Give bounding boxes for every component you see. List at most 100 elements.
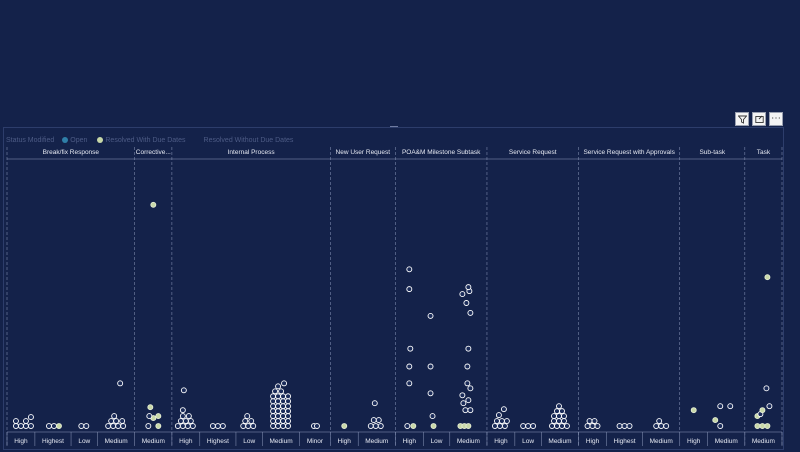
data-point-open xyxy=(559,408,565,415)
data-point-open xyxy=(561,418,567,425)
data-point-open xyxy=(465,397,472,404)
legend-label-resolved-without-due-dates: Resolved Without Due Dates xyxy=(203,136,294,144)
data-point-resolved xyxy=(712,417,719,424)
data-point-open xyxy=(219,423,226,429)
data-point-open xyxy=(105,423,112,429)
data-point-open xyxy=(427,390,434,397)
data-point-open xyxy=(564,423,570,429)
data-point-open xyxy=(280,418,287,425)
data-point-open xyxy=(491,423,498,429)
data-point-resolved xyxy=(759,407,766,414)
category-tick-label: Highest xyxy=(207,438,229,445)
data-point-open xyxy=(561,413,567,420)
data-point-open xyxy=(285,418,292,425)
legend-item-resolved-with-due-dates[interactable]: Resolved With Due Dates xyxy=(97,137,186,144)
data-point-open xyxy=(460,400,467,407)
data-point-open xyxy=(375,417,382,424)
data-point-open xyxy=(110,423,117,429)
data-point-open xyxy=(278,388,285,395)
data-point-open xyxy=(406,363,413,370)
data-point-open xyxy=(429,413,436,420)
data-point-open xyxy=(464,380,471,387)
category-tick-label: High xyxy=(494,438,508,445)
data-point-resolved xyxy=(56,423,62,429)
data-point-open xyxy=(280,403,287,410)
visual-container[interactable] xyxy=(3,127,784,450)
data-point-open xyxy=(496,423,503,429)
data-point-open xyxy=(119,418,126,425)
legend-item-resolved-without-due-dates[interactable]: Resolved Without Due Dates xyxy=(195,136,294,144)
data-point-open xyxy=(275,383,282,390)
data-point-open xyxy=(371,400,378,407)
data-point-resolved xyxy=(341,423,348,429)
data-point-open xyxy=(115,423,122,429)
legend-item-open[interactable]: Open xyxy=(62,137,87,144)
filter-icon[interactable] xyxy=(735,112,749,126)
data-point-open xyxy=(589,423,596,429)
group-label: Sub-task xyxy=(699,149,725,156)
data-point-open xyxy=(270,418,277,425)
data-point-open xyxy=(214,423,221,429)
data-point-open xyxy=(372,423,379,429)
legend-title: Status Modified xyxy=(6,136,55,144)
data-point-open xyxy=(189,423,196,429)
data-point-open xyxy=(182,418,189,425)
data-point-open xyxy=(275,408,282,415)
category-tick-label: Highest xyxy=(42,438,64,445)
category-tick-label: Low xyxy=(243,438,255,445)
category-tick-label: High xyxy=(14,438,28,445)
data-point-open xyxy=(616,423,623,429)
chart-legend: Status Modified Open Resolved With Due D… xyxy=(6,134,299,146)
data-point-open xyxy=(275,413,282,420)
data-point-open xyxy=(406,286,413,293)
data-point-open xyxy=(656,418,663,425)
data-point-open xyxy=(23,423,29,429)
data-point-open xyxy=(427,363,434,370)
category-tick-label: Medium xyxy=(548,438,571,445)
data-point-open xyxy=(275,393,282,400)
visual-header-toolbar: ⋯ xyxy=(735,112,783,128)
group-label: Task xyxy=(757,149,771,156)
category-tick-label: Low xyxy=(522,438,534,445)
data-point-open xyxy=(549,423,555,429)
data-point-open xyxy=(270,398,277,405)
category-tick-label: High xyxy=(687,438,701,445)
data-point-resolved xyxy=(754,423,761,429)
data-point-open xyxy=(551,413,557,420)
data-point-open xyxy=(314,423,320,429)
data-point-open xyxy=(766,403,773,410)
data-point-open xyxy=(404,423,411,429)
data-point-open xyxy=(272,388,279,395)
more-options-button[interactable]: ⋯ xyxy=(769,112,783,126)
data-point-open xyxy=(406,380,413,387)
category-tick-label: Medium xyxy=(752,438,775,445)
category-tick-label: High xyxy=(338,438,352,445)
data-point-open xyxy=(551,418,557,425)
data-point-open xyxy=(28,423,34,429)
data-point-open xyxy=(463,300,470,306)
data-point-open xyxy=(275,403,282,410)
data-point-open xyxy=(717,423,724,429)
data-point-open xyxy=(51,423,57,429)
data-point-open xyxy=(520,423,527,429)
data-point-open xyxy=(467,385,474,392)
data-point-open xyxy=(556,413,562,420)
data-point-open xyxy=(83,423,90,429)
data-point-open xyxy=(280,408,287,415)
data-point-open xyxy=(530,423,537,429)
data-point-resolved xyxy=(764,423,771,429)
category-tick-label: Medium xyxy=(142,438,165,445)
data-point-open xyxy=(180,387,187,394)
data-point-open xyxy=(554,423,560,429)
data-point-resolved xyxy=(430,423,437,429)
category-tick-label: Medium xyxy=(457,438,480,445)
group-label: POA&M Milestone Subtask xyxy=(402,149,481,156)
data-point-open xyxy=(18,423,24,429)
data-point-resolved xyxy=(410,423,417,429)
data-point-open xyxy=(285,413,292,420)
data-point-open xyxy=(554,408,560,415)
category-tick-label: Medium xyxy=(270,438,293,445)
data-point-open xyxy=(275,423,282,429)
focus-mode-icon[interactable] xyxy=(752,112,766,126)
